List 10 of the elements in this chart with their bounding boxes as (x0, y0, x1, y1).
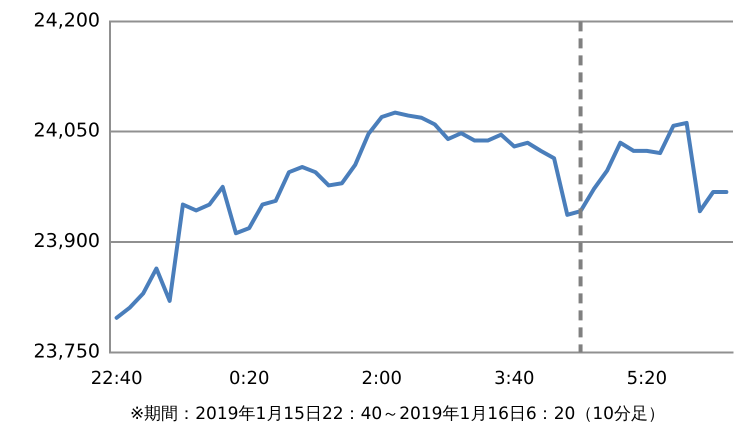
x-tick-label: 22:40 (90, 368, 143, 389)
x-tick-label: 2:00 (362, 368, 402, 389)
y-tick-label: 24,200 (34, 9, 100, 32)
text: ※期間：2019年1月15日22：40～2019年1月16日6：20（10分足） (128, 403, 666, 425)
x-tick-label: 3:40 (494, 368, 534, 389)
y-tick-label: 24,050 (34, 120, 100, 142)
y-tick-label: 23,900 (34, 230, 100, 252)
x-tick-label: 0:20 (228, 368, 270, 389)
x-tick-label: 5:20 (626, 368, 668, 389)
y-tick-label: 23,750 (34, 340, 100, 362)
